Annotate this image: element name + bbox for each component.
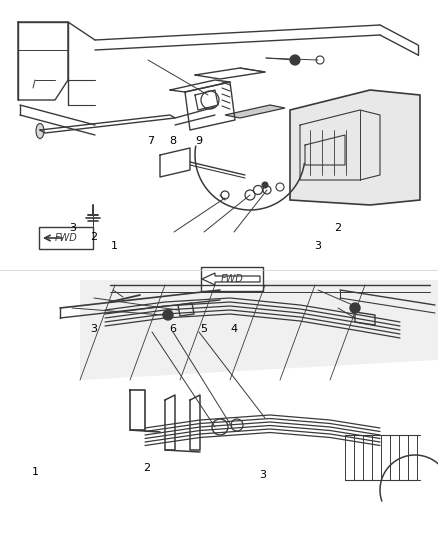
Circle shape (350, 303, 360, 313)
Text: 3: 3 (91, 325, 98, 334)
FancyBboxPatch shape (201, 267, 263, 291)
Text: 1: 1 (110, 241, 117, 251)
FancyBboxPatch shape (39, 227, 93, 249)
Text: 4: 4 (231, 325, 238, 334)
Text: 9: 9 (196, 136, 203, 146)
Circle shape (290, 55, 300, 65)
Text: 2: 2 (334, 223, 341, 233)
Text: 1: 1 (32, 467, 39, 477)
Polygon shape (290, 90, 420, 205)
Text: 2: 2 (143, 463, 150, 473)
Text: 6: 6 (170, 325, 177, 334)
Text: 8: 8 (170, 136, 177, 146)
Polygon shape (80, 280, 438, 380)
Circle shape (163, 310, 173, 320)
Text: 3: 3 (259, 471, 266, 480)
Text: FWD: FWD (55, 233, 78, 243)
Circle shape (262, 182, 268, 188)
Text: 2: 2 (91, 232, 98, 242)
Text: 3: 3 (69, 223, 76, 233)
Text: FWD: FWD (221, 274, 244, 284)
Ellipse shape (36, 124, 44, 139)
Polygon shape (202, 273, 260, 285)
Text: 3: 3 (314, 241, 321, 251)
Text: 7: 7 (148, 136, 155, 146)
Polygon shape (225, 105, 285, 118)
Text: 5: 5 (200, 325, 207, 334)
